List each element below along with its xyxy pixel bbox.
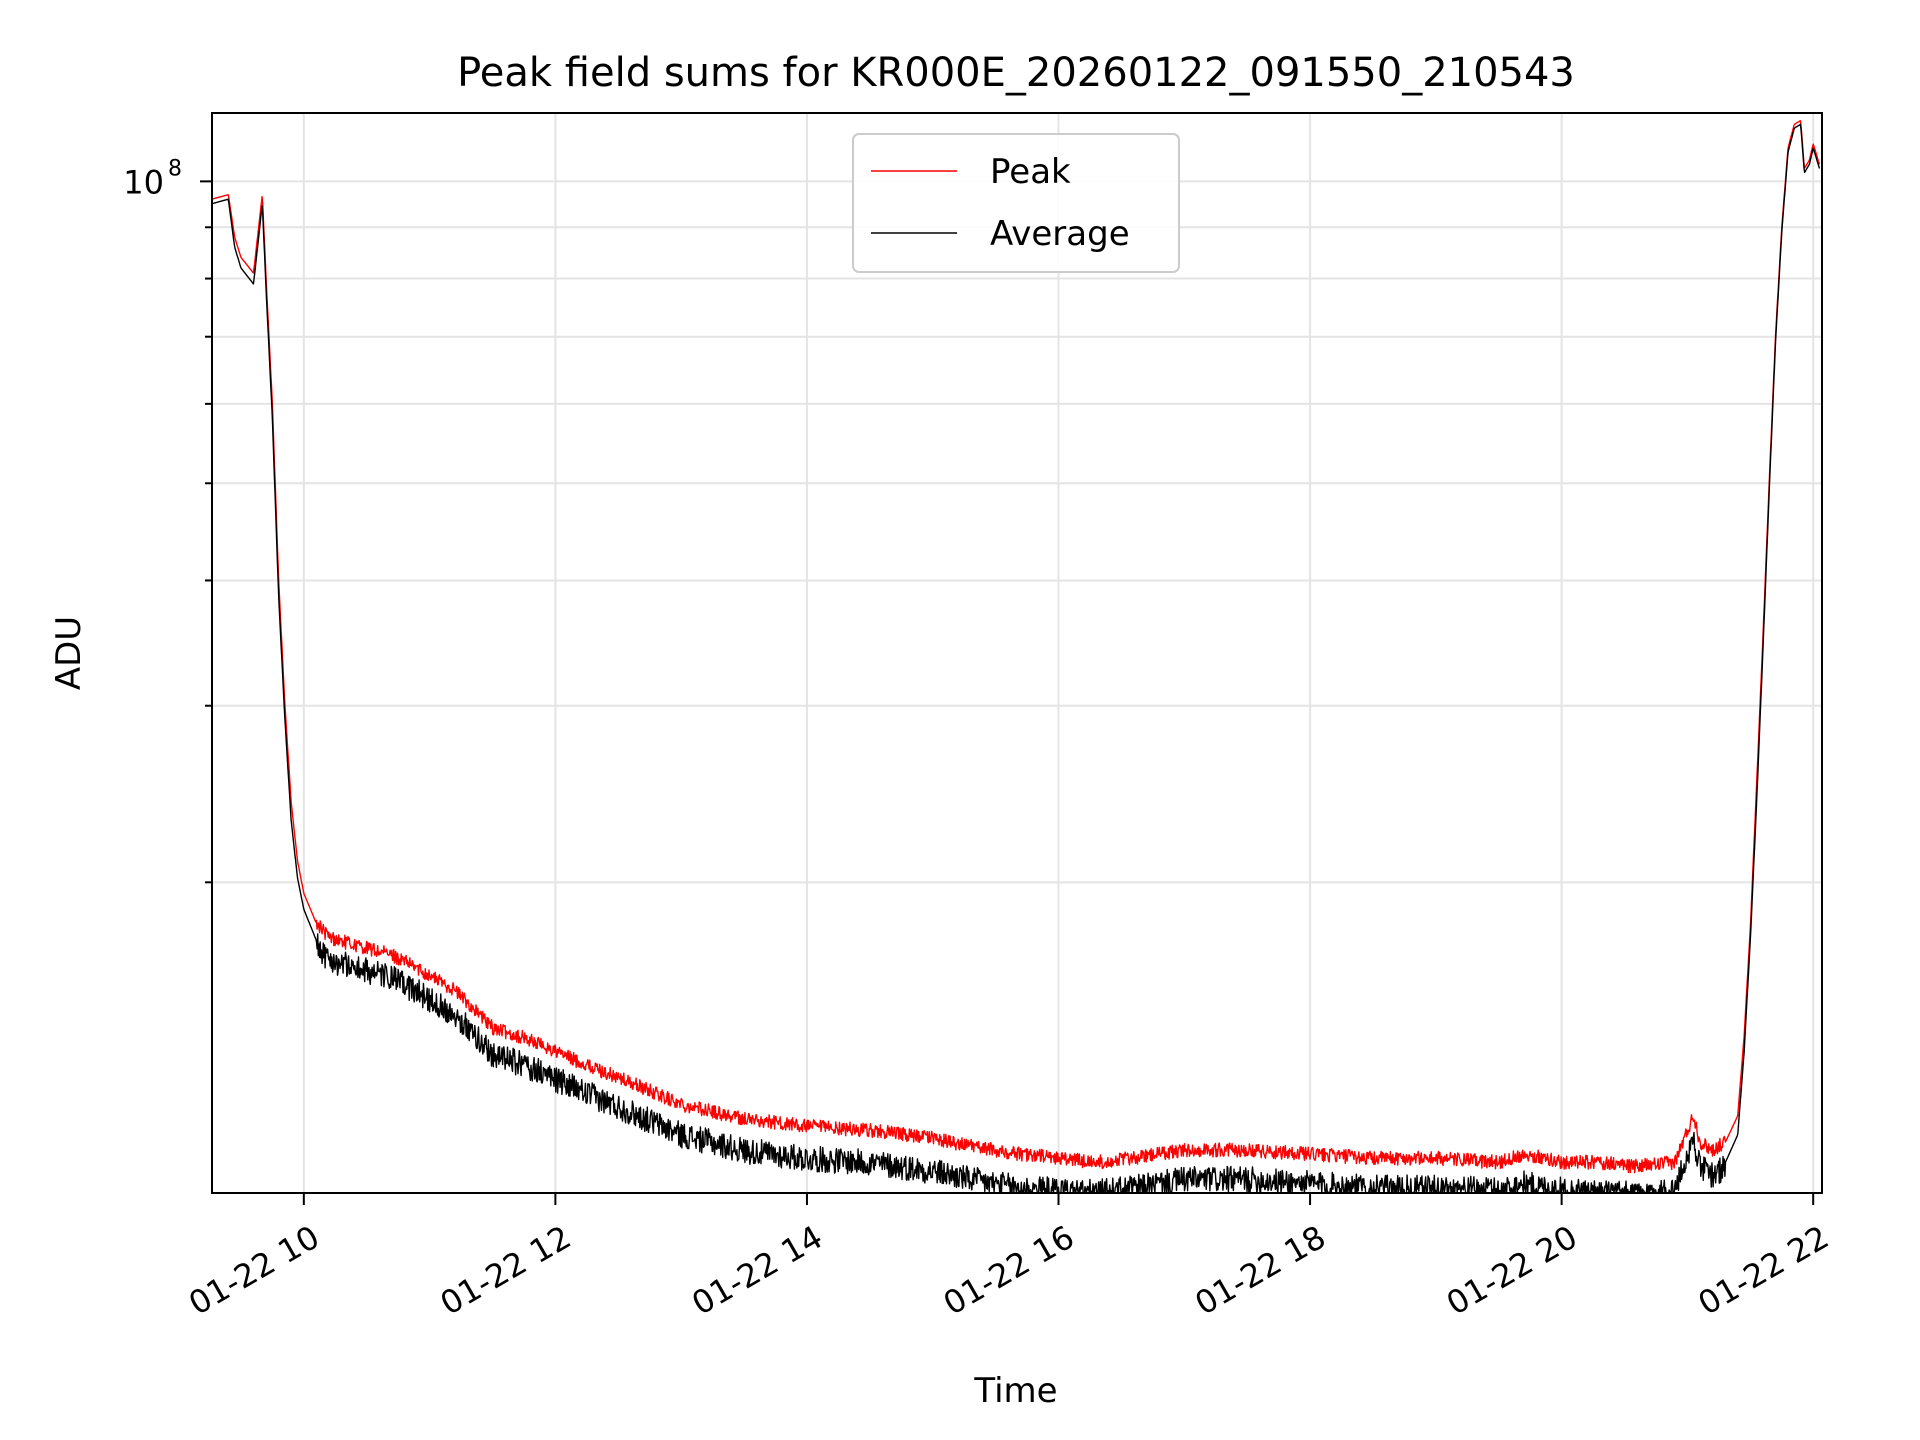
legend-label-average: Average — [990, 214, 1130, 254]
legend-box — [852, 133, 1180, 273]
plot-frame — [211, 112, 1823, 1194]
legend-label-peak: Peak — [990, 152, 1071, 192]
y-tick-label-exponent: 8 — [168, 156, 182, 181]
y-tick-label-base: 10 — [123, 163, 164, 201]
y-tick-label: 10 — [123, 163, 164, 201]
x-axis-label: Time — [973, 1371, 1057, 1411]
y-axis: 10 8 — [123, 156, 212, 884]
y-axis-label: ADU — [49, 616, 89, 690]
legend: Peak Average — [852, 133, 1180, 273]
series-peak-line — [211, 119, 1821, 1174]
chart-title: Peak field sums for KR000E_20260122_0915… — [457, 50, 1575, 96]
